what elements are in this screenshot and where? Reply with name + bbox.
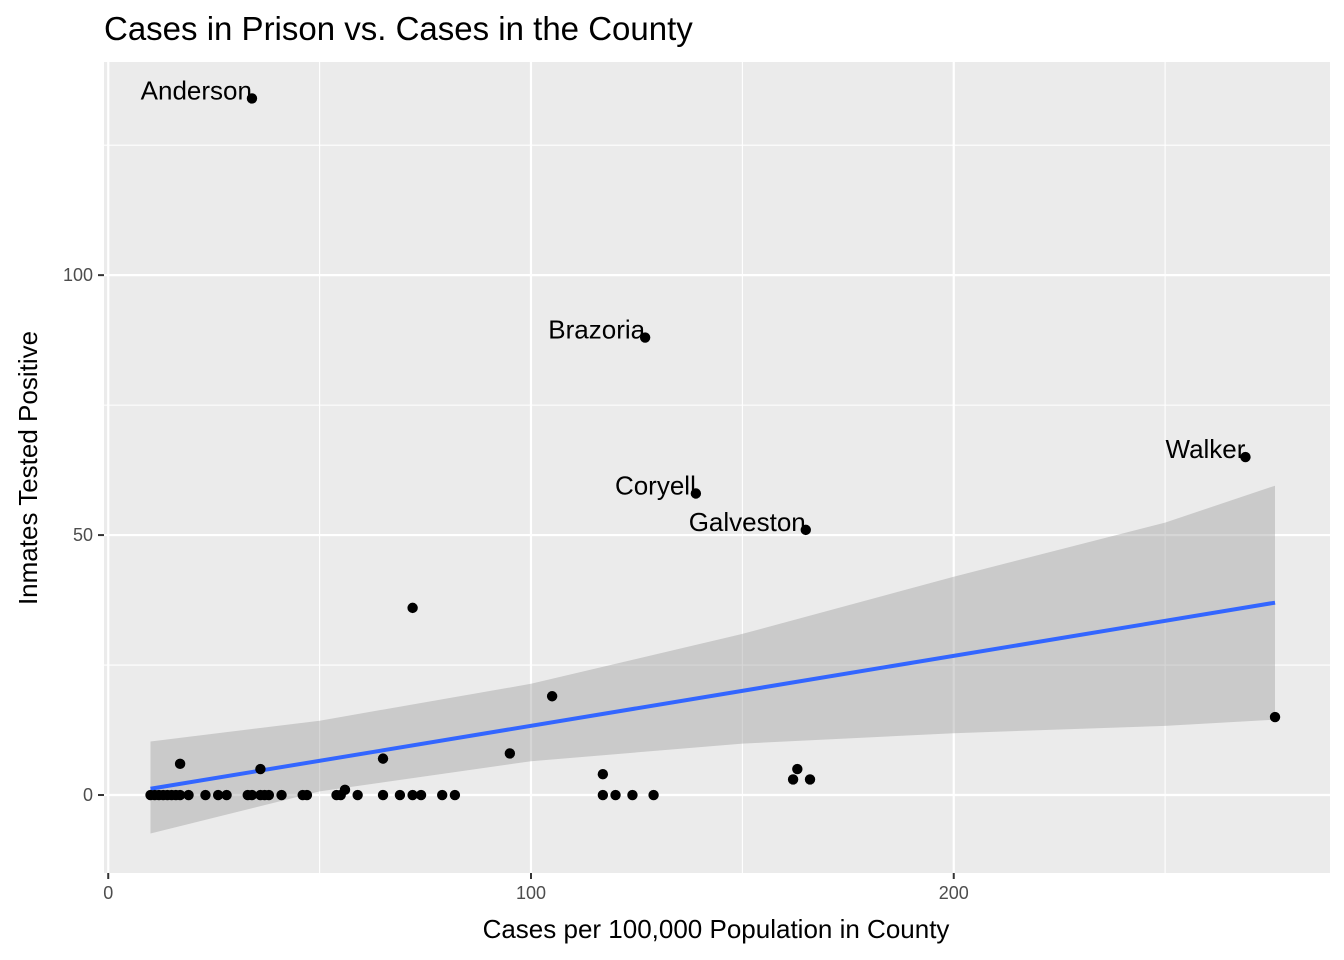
- data-point: [792, 763, 803, 775]
- plot-panel: [104, 62, 1330, 873]
- regression-line-path: [150, 600, 1276, 791]
- data-point: [263, 789, 275, 801]
- x-tick-label: 0: [103, 883, 113, 903]
- data-point: [183, 789, 194, 801]
- confidence-band: [150, 485, 1275, 834]
- data-point: [437, 789, 448, 801]
- data-point: [610, 789, 621, 801]
- y-axis: 0 50 100: [63, 265, 104, 805]
- data-point: [246, 93, 258, 104]
- data-point: [690, 488, 702, 499]
- data-point: [200, 789, 211, 801]
- data-point: [394, 789, 406, 801]
- point-labels: Anderson Brazoria Walker Coryell Galveston: [141, 75, 1246, 536]
- data-point: [212, 789, 224, 801]
- data-point: [377, 789, 389, 801]
- data-point: [407, 789, 418, 801]
- x-axis-title: Cases per 100,000 Population in County: [483, 914, 950, 944]
- x-tick-label: 100: [516, 883, 546, 903]
- data-point: [546, 691, 558, 702]
- data-point: [1269, 711, 1281, 723]
- data-point: [800, 524, 811, 536]
- x-axis: 0 100 200: [103, 873, 969, 903]
- y-tick-label: 50: [73, 525, 93, 545]
- data-point: [627, 789, 638, 801]
- data-point: [449, 789, 461, 801]
- data-point: [276, 789, 287, 801]
- point-label: Walker: [1166, 434, 1246, 464]
- y-tick-label: 0: [83, 785, 93, 805]
- data-point: [377, 753, 389, 764]
- data-point: [787, 774, 799, 785]
- chart-title: Cases in Prison vs. Cases in the County: [104, 10, 693, 47]
- data-point: [504, 748, 516, 759]
- data-point: [174, 758, 186, 770]
- data-point: [804, 774, 816, 785]
- data-point: [648, 789, 659, 801]
- data-point: [246, 789, 258, 801]
- data-point: [335, 789, 346, 801]
- data-point: [174, 789, 186, 801]
- point-label: Coryell: [615, 470, 696, 500]
- data-points: [145, 93, 1281, 801]
- confidence-band-area: [150, 485, 1275, 834]
- x-tick-label: 200: [939, 883, 969, 903]
- data-point: [597, 789, 609, 801]
- data-point: [415, 789, 427, 801]
- data-point: [639, 332, 651, 343]
- data-point: [1240, 451, 1251, 463]
- data-point: [255, 763, 266, 775]
- y-tick-label: 100: [63, 265, 93, 285]
- regression-line: [150, 600, 1276, 791]
- data-point: [221, 789, 232, 801]
- point-label: Galveston: [689, 507, 806, 537]
- data-point: [301, 789, 313, 801]
- data-point: [407, 602, 418, 614]
- grid-lines: [104, 62, 1330, 873]
- data-point: [597, 769, 609, 780]
- data-point: [352, 789, 363, 801]
- point-label: Anderson: [141, 75, 252, 105]
- y-axis-title: Inmates Tested Positive: [13, 331, 43, 605]
- point-label: Brazoria: [548, 315, 645, 345]
